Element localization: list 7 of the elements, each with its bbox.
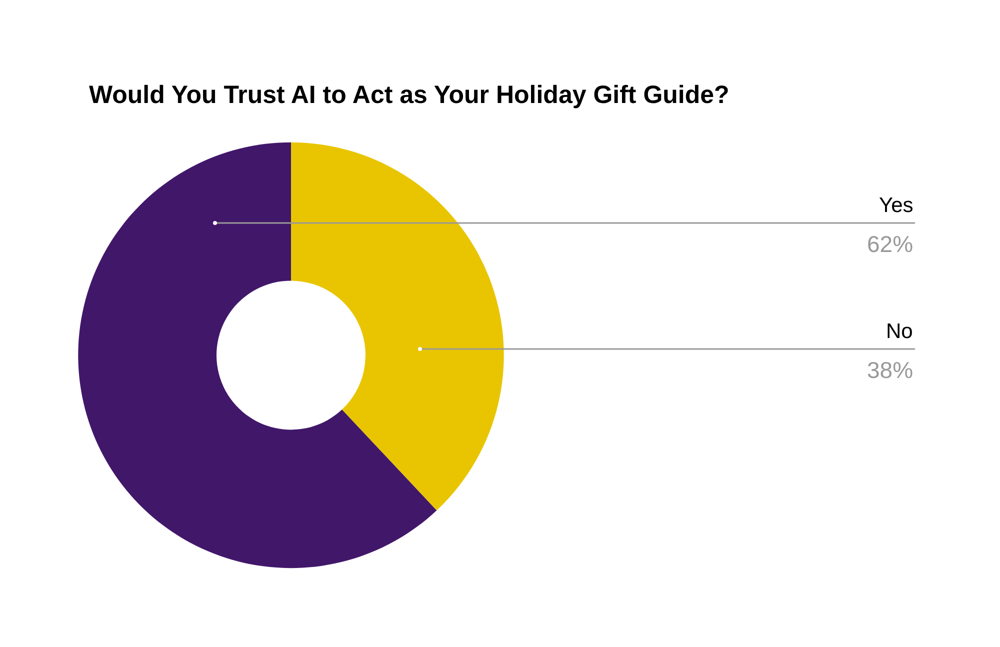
donut-slice [78,142,437,568]
slice-label: No [886,320,913,343]
data-label: 62% [867,231,914,257]
slice-label: Yes [879,194,914,217]
donut-slice [291,142,504,510]
data-label: 38% [867,357,914,383]
chart-title: Would You Trust AI to Act as Your Holiday Gift Guide? [89,81,730,109]
